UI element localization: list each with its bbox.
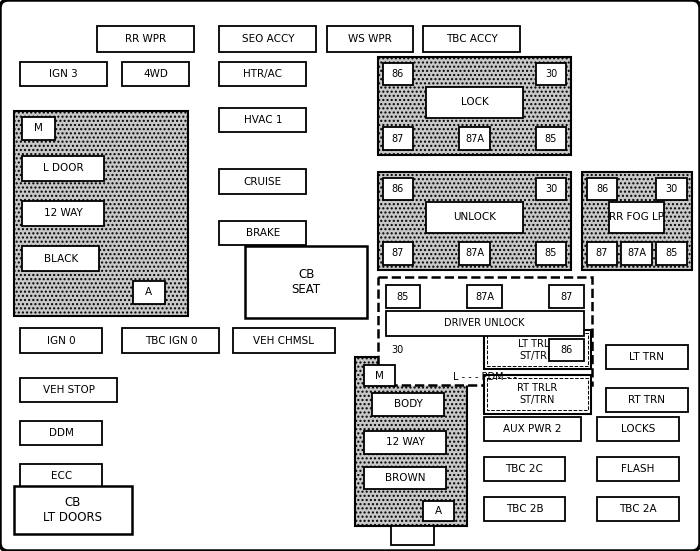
Bar xyxy=(587,242,617,264)
Bar xyxy=(372,393,444,415)
Text: 86: 86 xyxy=(596,184,608,194)
Text: 87A: 87A xyxy=(475,291,494,301)
Text: LOCKS: LOCKS xyxy=(621,424,655,434)
Bar xyxy=(364,467,446,489)
Bar xyxy=(536,242,566,264)
Bar xyxy=(597,457,678,481)
Text: FLASH: FLASH xyxy=(621,464,654,474)
Bar xyxy=(122,62,189,86)
Bar xyxy=(383,63,413,85)
Bar xyxy=(232,328,335,353)
Text: 4WD: 4WD xyxy=(144,69,168,79)
Text: 12 WAY: 12 WAY xyxy=(386,437,424,447)
Text: 87: 87 xyxy=(596,249,608,258)
Text: 87: 87 xyxy=(560,291,573,301)
Text: RT TRN: RT TRN xyxy=(629,395,666,405)
Bar xyxy=(377,172,571,270)
Bar xyxy=(364,431,446,453)
Bar xyxy=(133,281,165,304)
Text: TBC 2C: TBC 2C xyxy=(505,464,543,474)
Text: IGN 3: IGN 3 xyxy=(50,69,78,79)
Text: WS WPR: WS WPR xyxy=(348,34,392,44)
Bar xyxy=(20,464,102,488)
Bar xyxy=(364,365,395,386)
Bar xyxy=(219,108,306,132)
Bar xyxy=(14,111,188,316)
Text: BROWN: BROWN xyxy=(385,473,426,483)
Text: RR WPR: RR WPR xyxy=(125,34,166,44)
Bar xyxy=(597,417,678,441)
Bar xyxy=(355,357,468,526)
Bar xyxy=(582,172,692,270)
Text: LT TRLR
ST/TRN: LT TRLR ST/TRN xyxy=(518,339,556,361)
Text: TBC 2A: TBC 2A xyxy=(619,504,657,514)
Text: UNLOCK: UNLOCK xyxy=(453,212,496,222)
Bar xyxy=(606,388,688,413)
Text: AUX PWR 2: AUX PWR 2 xyxy=(503,424,561,434)
Text: 87A: 87A xyxy=(465,133,484,143)
Bar xyxy=(20,377,118,402)
Bar xyxy=(486,333,588,366)
Bar xyxy=(97,26,194,52)
Text: 86: 86 xyxy=(560,345,573,355)
Bar xyxy=(536,127,566,150)
Bar xyxy=(622,242,652,264)
Text: BRAKE: BRAKE xyxy=(246,228,280,238)
Bar xyxy=(426,202,523,233)
Bar xyxy=(549,285,584,308)
Text: CB
SEAT: CB SEAT xyxy=(292,268,321,296)
Bar xyxy=(656,177,687,200)
Text: TBC IGN 0: TBC IGN 0 xyxy=(145,336,197,345)
Bar xyxy=(22,201,104,226)
Bar xyxy=(459,127,490,150)
Bar xyxy=(219,62,306,86)
Text: VEH CHMSL: VEH CHMSL xyxy=(253,336,314,345)
Text: SEO ACCY: SEO ACCY xyxy=(241,34,294,44)
Bar xyxy=(377,57,571,155)
Bar xyxy=(587,177,617,200)
Text: 85: 85 xyxy=(545,133,557,143)
Text: IGN 0: IGN 0 xyxy=(47,336,76,345)
Text: 12 WAY: 12 WAY xyxy=(44,208,83,218)
Text: A: A xyxy=(146,288,153,298)
Bar xyxy=(383,177,413,200)
Text: M: M xyxy=(375,370,384,381)
Text: 87A: 87A xyxy=(627,249,646,258)
Text: HVAC 1: HVAC 1 xyxy=(244,115,282,125)
Bar xyxy=(377,277,592,385)
Bar xyxy=(219,220,306,245)
Text: DDM: DDM xyxy=(49,428,74,438)
Bar xyxy=(459,242,490,264)
Text: RR FOG LP: RR FOG LP xyxy=(609,212,664,222)
Text: 30: 30 xyxy=(545,184,557,194)
Bar xyxy=(424,26,520,52)
Bar xyxy=(386,285,421,308)
Bar xyxy=(245,246,368,318)
Bar xyxy=(656,242,687,264)
Bar xyxy=(22,156,104,181)
Text: RT TRLR
ST/TRN: RT TRLR ST/TRN xyxy=(517,383,557,405)
Bar xyxy=(484,417,580,441)
Text: 86: 86 xyxy=(392,69,404,79)
Bar xyxy=(22,117,55,139)
Text: A: A xyxy=(435,506,442,516)
Text: 87A: 87A xyxy=(465,249,484,258)
Bar xyxy=(609,202,664,233)
Bar xyxy=(326,26,413,52)
Text: 30: 30 xyxy=(391,345,403,355)
Text: TBC ACCY: TBC ACCY xyxy=(446,34,498,44)
Bar xyxy=(383,242,413,264)
Bar xyxy=(549,339,584,361)
Text: BODY: BODY xyxy=(393,399,423,409)
Text: L DOOR: L DOOR xyxy=(43,163,83,173)
Text: CB
LT DOORS: CB LT DOORS xyxy=(43,496,102,524)
Text: 87: 87 xyxy=(392,249,404,258)
Bar xyxy=(20,421,102,445)
Bar xyxy=(484,331,591,369)
Text: 85: 85 xyxy=(665,249,678,258)
Text: 85: 85 xyxy=(397,291,410,301)
Text: HTR/AC: HTR/AC xyxy=(244,69,282,79)
Text: TBC 2B: TBC 2B xyxy=(505,504,543,514)
Text: ECC: ECC xyxy=(50,471,72,481)
